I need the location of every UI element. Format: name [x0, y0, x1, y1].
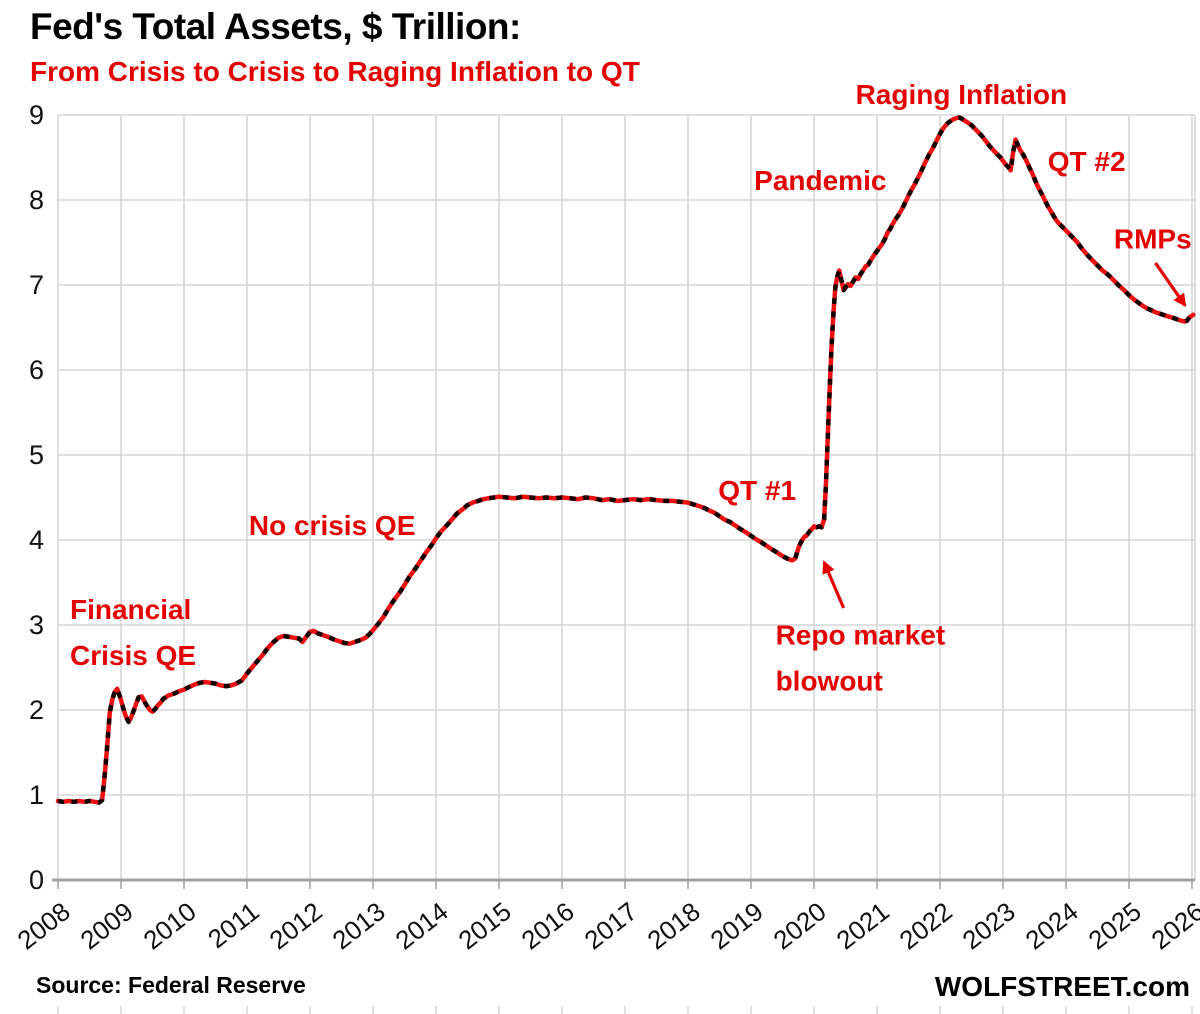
x-tick-label-2016: 2016 [516, 896, 580, 955]
x-tick-label-2009: 2009 [75, 896, 139, 955]
annotation-qt-1: QT #1 [718, 475, 796, 506]
x-tick-label-2010: 2010 [138, 896, 202, 955]
x-tick-label-2022: 2022 [894, 896, 958, 955]
annotation-raging-inflation: Raging Inflation [856, 79, 1068, 110]
x-tick-label-2020: 2020 [768, 896, 832, 955]
y-tick-label-9: 9 [29, 100, 44, 130]
page-title: Fed's Total Assets, $ Trillion: [30, 6, 521, 47]
y-tick-label-7: 7 [29, 270, 44, 300]
x-tick-label-2017: 2017 [579, 896, 643, 955]
rmps-arrow [1154, 261, 1187, 307]
repo-arrow [822, 560, 846, 609]
y-tick-label-3: 3 [29, 610, 44, 640]
y-tick-label-8: 8 [29, 185, 44, 215]
source-note: Source: Federal Reserve [36, 972, 306, 998]
x-tick-label-2011: 2011 [202, 896, 265, 954]
annotation-qt-2: QT #2 [1048, 146, 1126, 177]
y-tick-label-4: 4 [29, 525, 44, 555]
x-tick-label-2019: 2019 [705, 896, 769, 955]
y-tick-label-2: 2 [29, 695, 44, 725]
annotation-no-crisis-qe: No crisis QE [249, 510, 416, 541]
annotation-repo-market-blowout: Repo market blowout [776, 620, 946, 697]
x-tick-label-2015: 2015 [453, 896, 517, 955]
wolfstreet-brand: WOLFSTREET.com [934, 971, 1190, 1002]
x-tick-label-2021: 2021 [831, 896, 895, 955]
y-tick-label-6: 6 [29, 355, 44, 385]
annotation-rmps: RMPs [1114, 223, 1192, 254]
annotation-financial-crisis-qe: Financial Crisis QE [70, 594, 196, 671]
page-subtitle: From Crisis to Crisis to Raging Inflatio… [30, 56, 640, 87]
y-tick-label-0: 0 [29, 865, 44, 895]
x-tick-label-2024: 2024 [1020, 896, 1084, 955]
x-tick-label-2014: 2014 [390, 896, 454, 955]
x-tick-label-2023: 2023 [957, 896, 1021, 955]
x-tick-label-2008: 2008 [12, 896, 76, 955]
y-tick-label-5: 5 [29, 440, 44, 470]
x-tick-label-2012: 2012 [264, 896, 328, 955]
y-tick-label-1: 1 [29, 780, 44, 810]
annotation-pandemic: Pandemic [754, 165, 886, 196]
x-tick-label-2025: 2025 [1083, 896, 1147, 955]
x-tick-label-2018: 2018 [642, 896, 706, 955]
fed-assets-line-dash-overlay [57, 115, 1195, 805]
x-tick-label-2026: 2026 [1146, 896, 1200, 955]
x-tick-label-2013: 2013 [327, 896, 391, 955]
